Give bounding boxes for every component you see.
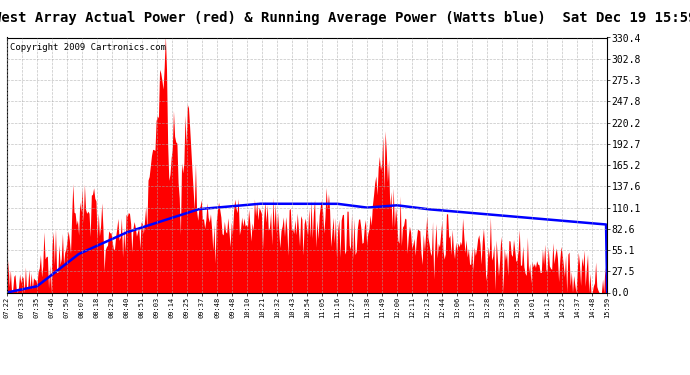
Text: Copyright 2009 Cartronics.com: Copyright 2009 Cartronics.com (10, 43, 166, 52)
Text: West Array Actual Power (red) & Running Average Power (Watts blue)  Sat Dec 19 1: West Array Actual Power (red) & Running … (0, 11, 690, 26)
